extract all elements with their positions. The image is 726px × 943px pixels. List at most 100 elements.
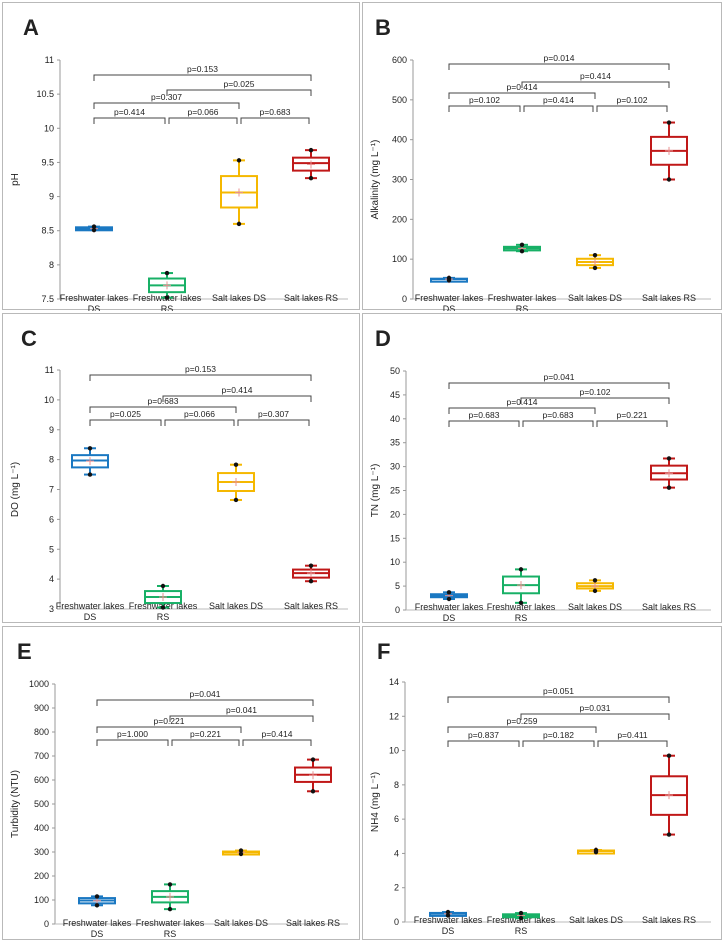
bracket-line <box>162 395 312 402</box>
bracket-line <box>166 89 312 96</box>
panel-label: B <box>375 15 391 40</box>
bracket-line <box>242 739 312 746</box>
max-point <box>446 590 452 595</box>
category-label: Salt lakes DS <box>209 601 263 611</box>
p-value-label: p=0.041 <box>544 372 575 382</box>
significance-bracket: p=0.041 <box>169 705 314 722</box>
max-point <box>445 909 451 915</box>
min-point <box>446 596 452 602</box>
category-label: Freshwater lakes <box>415 602 484 612</box>
panel-label: E <box>17 639 32 664</box>
box-4 <box>650 456 688 490</box>
significance-bracket: p=0.307 <box>93 92 240 109</box>
max-point <box>238 848 244 853</box>
bracket-line <box>93 102 240 109</box>
significance-bracket: p=0.014 <box>448 53 670 70</box>
box-3 <box>220 158 258 227</box>
significance-bracket: p=0.182 <box>522 730 595 747</box>
box-4 <box>292 147 330 181</box>
category-label: DS <box>91 929 104 939</box>
significance-bracket: p=0.041 <box>96 689 314 706</box>
significance-bracket: p=0.683 <box>522 410 594 427</box>
max-point <box>236 158 242 163</box>
y-tick-label: 9.5 <box>41 157 54 167</box>
box-3 <box>217 462 255 503</box>
y-tick-label: 3 <box>49 604 54 614</box>
significance-bracket: p=0.153 <box>89 364 312 381</box>
significance-bracket: p=0.025 <box>166 79 312 96</box>
significance-bracket: p=0.041 <box>448 372 670 389</box>
p-value-label: p=0.683 <box>469 410 500 420</box>
significance-bracket: p=0.102 <box>448 95 521 112</box>
category-label: DS <box>443 304 456 311</box>
bracket-line <box>96 726 242 733</box>
bracket-line <box>171 739 240 746</box>
max-point <box>164 270 170 276</box>
box-1 <box>78 894 116 908</box>
panel-label: A <box>23 15 39 40</box>
significance-bracket: p=0.683 <box>240 107 310 124</box>
y-tick-label: 200 <box>392 214 407 224</box>
box-2 <box>148 270 186 300</box>
y-tick-label: 0 <box>402 294 407 304</box>
y-tick-label: 50 <box>390 366 400 376</box>
max-point <box>592 578 598 583</box>
y-tick-label: 35 <box>390 438 400 448</box>
significance-bracket: p=0.414 <box>521 71 670 88</box>
p-value-label: p=0.025 <box>110 409 141 419</box>
significance-bracket: p=0.102 <box>520 387 670 404</box>
significance-bracket: p=0.683 <box>448 410 520 427</box>
significance-bracket: p=0.221 <box>596 410 668 427</box>
y-tick-label: 800 <box>34 727 49 737</box>
max-point <box>91 224 97 229</box>
y-tick-label: 30 <box>390 462 400 472</box>
y-tick-label: 0 <box>395 605 400 615</box>
box-4 <box>650 753 688 837</box>
category-label: DS <box>443 613 456 623</box>
bracket-line <box>596 420 668 427</box>
y-tick-label: 700 <box>34 751 49 761</box>
significance-bracket: p=0.414 <box>162 385 312 402</box>
category-label: RS <box>515 613 528 623</box>
y-tick-label: 400 <box>392 135 407 145</box>
significance-bracket: p=0.837 <box>447 730 520 747</box>
category-label: Freshwater lakes <box>56 601 125 611</box>
bracket-line <box>448 92 596 99</box>
y-tick-label: 6 <box>49 514 54 524</box>
y-tick-label: 7 <box>49 485 54 495</box>
panel-a: A 7.5 8 8.5 9 9.5 10 10.5 11 pH Freshwater lakes DS… <box>2 2 360 311</box>
panel-label: F <box>377 639 390 664</box>
y-axis-title: Turbidity (NTU) <box>10 770 21 838</box>
boxplot-f: F 0 2 4 6 8 10 12 14 NH4 (mg L⁻¹) Freshwater lakes… <box>370 639 711 936</box>
bracket-line <box>168 117 238 124</box>
y-tick-label: 7.5 <box>41 294 54 304</box>
y-axis-title: TN (mg L⁻¹) <box>370 464 381 518</box>
bracket-line <box>596 105 668 112</box>
min-point <box>592 265 598 271</box>
min-point <box>592 588 598 594</box>
bracket-line <box>447 726 597 733</box>
min-point <box>167 906 173 912</box>
box-3 <box>222 848 260 857</box>
min-point <box>233 497 239 503</box>
p-value-label: p=0.259 <box>507 716 538 726</box>
bracket-line <box>447 696 670 703</box>
max-point <box>233 462 239 467</box>
y-tick-label: 500 <box>34 799 49 809</box>
significance-bracket: p=0.025 <box>89 409 162 426</box>
min-point <box>445 913 451 918</box>
p-value-label: p=0.153 <box>185 364 216 374</box>
box-4 <box>294 757 332 794</box>
significance-bracket: p=0.153 <box>93 64 312 81</box>
y-tick-label: 40 <box>390 414 400 424</box>
y-tick-label: 400 <box>34 823 49 833</box>
boxplot-a: A 7.5 8 8.5 9 9.5 10 10.5 11 pH Freshwater lakesDS… <box>10 15 348 311</box>
p-value-label: p=0.031 <box>580 703 611 713</box>
significance-bracket: p=0.307 <box>237 409 310 426</box>
min-point <box>518 600 524 606</box>
y-tick-label: 45 <box>390 390 400 400</box>
min-point <box>91 227 97 233</box>
y-tick-label: 5 <box>395 581 400 591</box>
category-label: Salt lakes RS <box>642 293 696 303</box>
p-value-label: p=0.221 <box>154 716 185 726</box>
